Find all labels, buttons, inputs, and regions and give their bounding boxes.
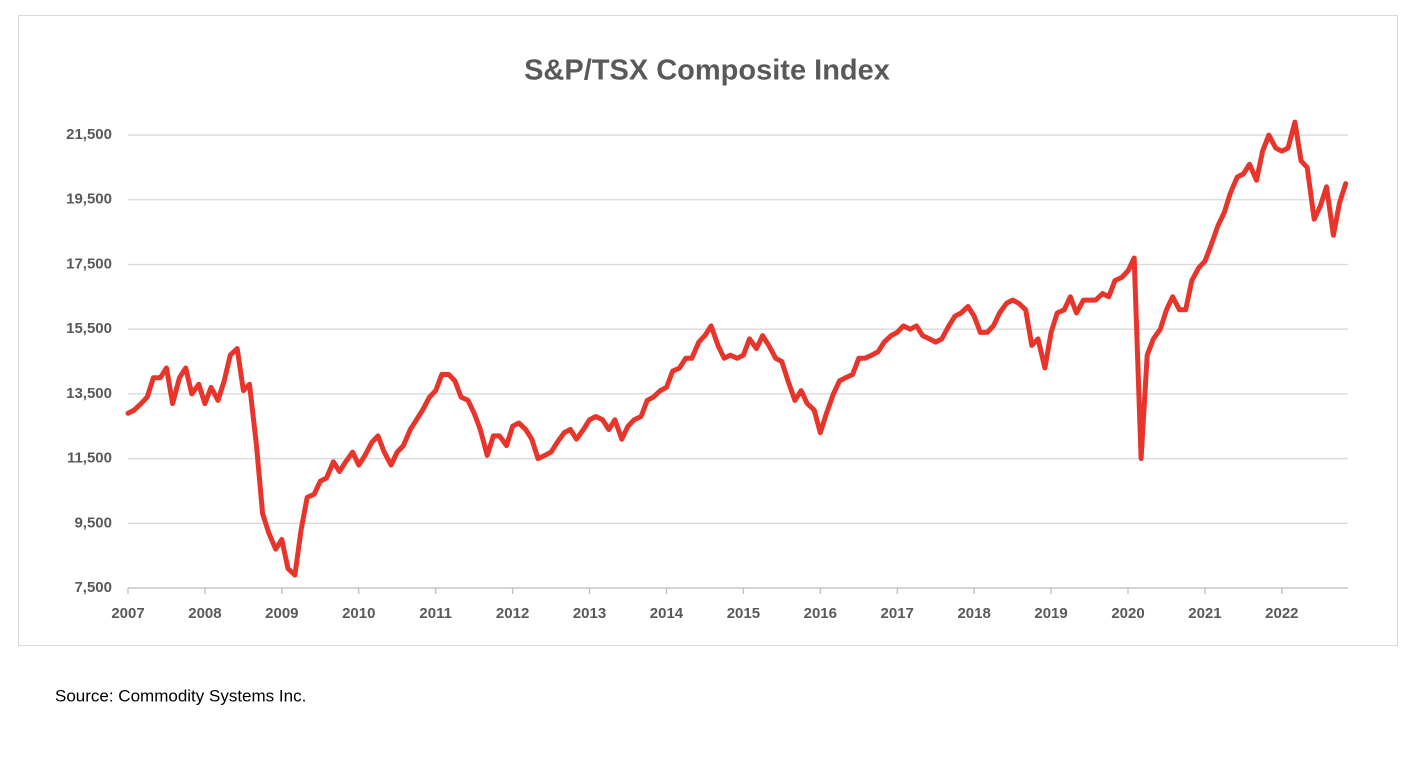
x-tick-label: 2020 [1111,605,1144,622]
y-tick-label: 9,500 [74,514,112,531]
y-tick-label: 13,500 [66,385,112,402]
x-tick-label: 2021 [1188,605,1221,622]
x-tick-label: 2010 [342,605,375,622]
x-tick-label: 2014 [650,605,684,622]
source-note: Source: Commodity Systems Inc. [55,686,306,705]
data-line [125,119,1349,578]
x-tick-label: 2009 [265,605,298,622]
y-tick-label: 19,500 [66,191,112,208]
x-tick-label: 2016 [804,605,837,622]
y-tick-label: 7,500 [74,579,112,596]
x-tick-label: 2008 [188,605,221,622]
y-tick-label: 21,500 [66,126,112,143]
y-tick-label: 17,500 [66,255,112,272]
x-tick-label: 2022 [1265,605,1298,622]
x-tick-label: 2015 [727,605,760,622]
x-tick-label: 2017 [881,605,914,622]
y-tick-label: 15,500 [66,320,112,337]
x-tick-label: 2019 [1034,605,1067,622]
chart-title: S&P/TSX Composite Index [524,55,890,87]
x-tick-label: 2011 [419,605,452,622]
x-tick-label: 2018 [957,605,990,622]
x-tick-label: 2007 [111,605,144,622]
x-tick-label: 2013 [573,605,606,622]
y-tick-label: 11,500 [67,450,112,467]
x-tick-label: 2012 [496,605,529,622]
